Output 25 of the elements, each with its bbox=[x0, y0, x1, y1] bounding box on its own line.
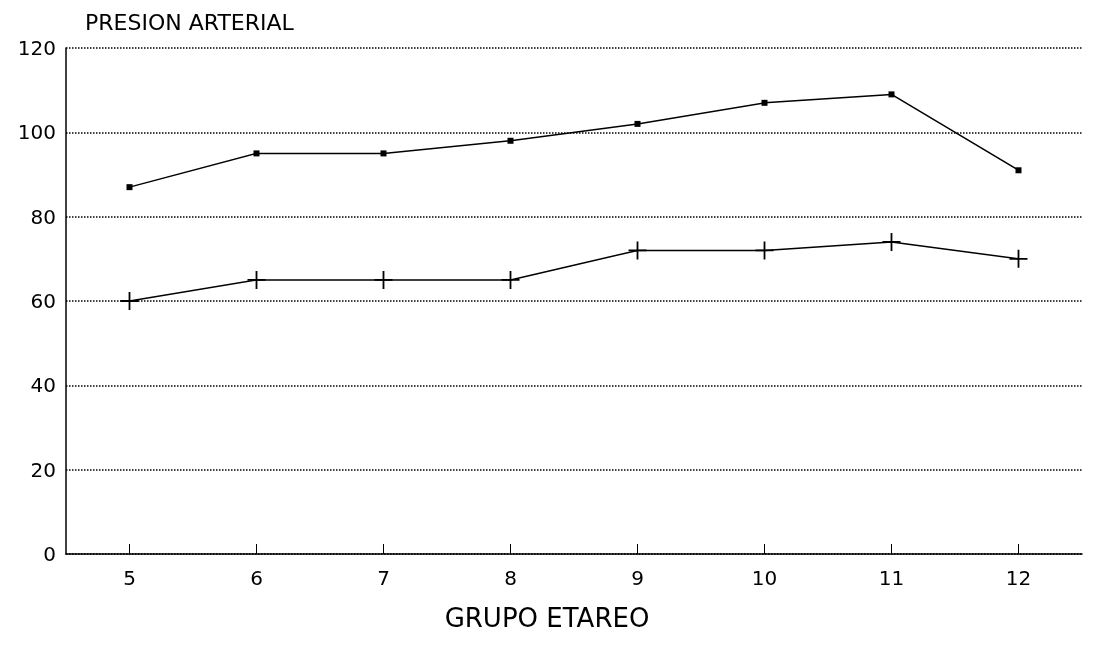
x-tick-label: 7 bbox=[377, 566, 390, 590]
point bbox=[126, 184, 133, 191]
x-axis-title: GRUPO ETAREO bbox=[444, 603, 650, 633]
point bbox=[507, 137, 514, 144]
x-tick-label: 6 bbox=[250, 566, 263, 590]
y-tick-label: 40 bbox=[30, 373, 56, 398]
point bbox=[761, 99, 768, 106]
point bbox=[888, 91, 895, 98]
x-tick-label: 8 bbox=[504, 566, 517, 590]
y-tick-label: 100 bbox=[17, 120, 56, 145]
y-tick-label: 20 bbox=[30, 457, 56, 482]
x-tick-label: 5 bbox=[123, 566, 136, 590]
point bbox=[634, 120, 641, 127]
x-tick-label: 12 bbox=[1005, 566, 1032, 590]
y-tick-label: 120 bbox=[17, 36, 56, 60]
point bbox=[380, 150, 387, 157]
y-axis-title: PRESION ARTERIAL bbox=[85, 9, 295, 35]
point bbox=[253, 150, 260, 157]
x-tick-label: 11 bbox=[878, 566, 905, 590]
point bbox=[1015, 167, 1022, 174]
x-tick-label: 9 bbox=[631, 566, 644, 590]
y-tick-label: 0 bbox=[43, 542, 56, 566]
y-tick-label: 80 bbox=[30, 204, 56, 229]
y-tick-label: 60 bbox=[30, 289, 56, 313]
x-tick-label: 10 bbox=[751, 566, 778, 590]
